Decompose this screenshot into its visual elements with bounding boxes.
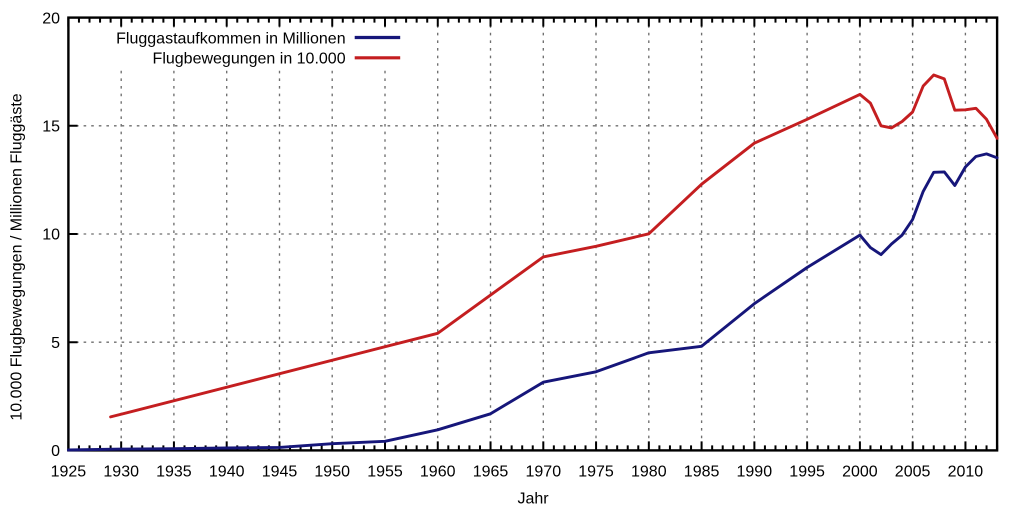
svg-text:1945: 1945	[262, 464, 298, 481]
svg-text:Jahr: Jahr	[517, 491, 549, 508]
svg-text:1925: 1925	[51, 464, 87, 481]
svg-text:1995: 1995	[789, 464, 825, 481]
svg-text:20: 20	[42, 10, 60, 27]
svg-text:Flugbewegungen in 10.000: Flugbewegungen in 10.000	[153, 51, 346, 68]
svg-text:1985: 1985	[684, 464, 720, 481]
svg-text:1975: 1975	[578, 464, 614, 481]
svg-text:1970: 1970	[526, 464, 562, 481]
svg-text:2000: 2000	[842, 464, 878, 481]
svg-text:1960: 1960	[420, 464, 456, 481]
svg-text:2010: 2010	[948, 464, 984, 481]
svg-text:1965: 1965	[473, 464, 509, 481]
svg-text:0: 0	[51, 443, 60, 460]
svg-text:1940: 1940	[209, 464, 245, 481]
svg-text:1930: 1930	[103, 464, 139, 481]
svg-text:1955: 1955	[367, 464, 403, 481]
svg-text:2005: 2005	[895, 464, 931, 481]
svg-text:1935: 1935	[156, 464, 192, 481]
svg-text:15: 15	[42, 119, 60, 136]
svg-text:5: 5	[51, 335, 60, 352]
svg-text:10.000 Flugbewegungen / Millio: 10.000 Flugbewegungen / Millionen Fluggä…	[9, 93, 26, 420]
svg-text:Fluggastaufkommen in Millionen: Fluggastaufkommen in Millionen	[116, 30, 345, 47]
svg-text:1950: 1950	[314, 464, 350, 481]
svg-text:10: 10	[42, 227, 60, 244]
svg-text:1980: 1980	[631, 464, 667, 481]
svg-text:1990: 1990	[737, 464, 773, 481]
